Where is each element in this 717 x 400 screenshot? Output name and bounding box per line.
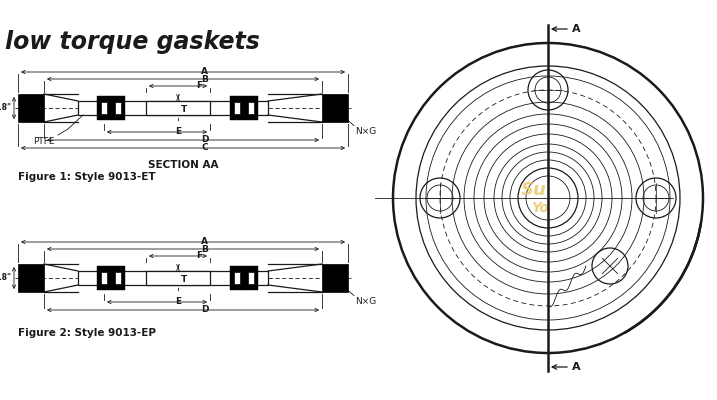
Text: E: E: [175, 128, 181, 136]
Polygon shape: [322, 94, 348, 122]
Polygon shape: [78, 271, 268, 285]
Text: F: F: [196, 82, 202, 90]
Text: D: D: [201, 306, 209, 314]
Polygon shape: [230, 266, 244, 290]
Text: A: A: [201, 238, 208, 246]
Polygon shape: [111, 96, 125, 120]
Text: A: A: [572, 362, 581, 372]
Polygon shape: [234, 102, 240, 114]
Text: A: A: [572, 24, 581, 34]
Polygon shape: [230, 96, 244, 120]
Text: Figure 2: Style 9013-EP: Figure 2: Style 9013-EP: [18, 328, 156, 338]
Polygon shape: [244, 266, 258, 290]
Polygon shape: [97, 96, 111, 120]
Text: SECTION AA: SECTION AA: [148, 160, 218, 170]
Polygon shape: [101, 272, 107, 284]
Polygon shape: [146, 271, 210, 285]
Text: F: F: [196, 252, 202, 260]
Text: C: C: [201, 144, 208, 152]
Text: T: T: [181, 276, 187, 284]
Text: D: D: [201, 136, 209, 144]
Polygon shape: [244, 96, 258, 120]
Text: Yo: Yo: [531, 201, 549, 215]
Polygon shape: [322, 264, 348, 292]
Text: B: B: [201, 244, 208, 254]
Polygon shape: [248, 102, 254, 114]
Text: E: E: [175, 298, 181, 306]
Text: Figure 1: Style 9013-ET: Figure 1: Style 9013-ET: [18, 172, 156, 182]
Polygon shape: [18, 94, 44, 122]
Text: N×G: N×G: [355, 126, 376, 136]
Text: A: A: [201, 68, 208, 76]
Polygon shape: [111, 266, 125, 290]
Polygon shape: [18, 264, 44, 292]
Text: 0.118": 0.118": [0, 274, 12, 282]
Polygon shape: [146, 101, 210, 115]
Polygon shape: [97, 266, 111, 290]
Text: Su: Su: [521, 181, 547, 199]
Polygon shape: [234, 272, 240, 284]
Text: B: B: [201, 74, 208, 84]
Polygon shape: [101, 102, 107, 114]
Text: low torque gaskets: low torque gaskets: [5, 30, 260, 54]
Text: 0.118": 0.118": [0, 104, 12, 112]
Polygon shape: [115, 102, 121, 114]
Text: PTFE: PTFE: [33, 137, 54, 146]
Text: T: T: [181, 106, 187, 114]
Polygon shape: [248, 272, 254, 284]
Text: N×G: N×G: [355, 297, 376, 306]
Polygon shape: [78, 101, 268, 115]
Polygon shape: [115, 272, 121, 284]
